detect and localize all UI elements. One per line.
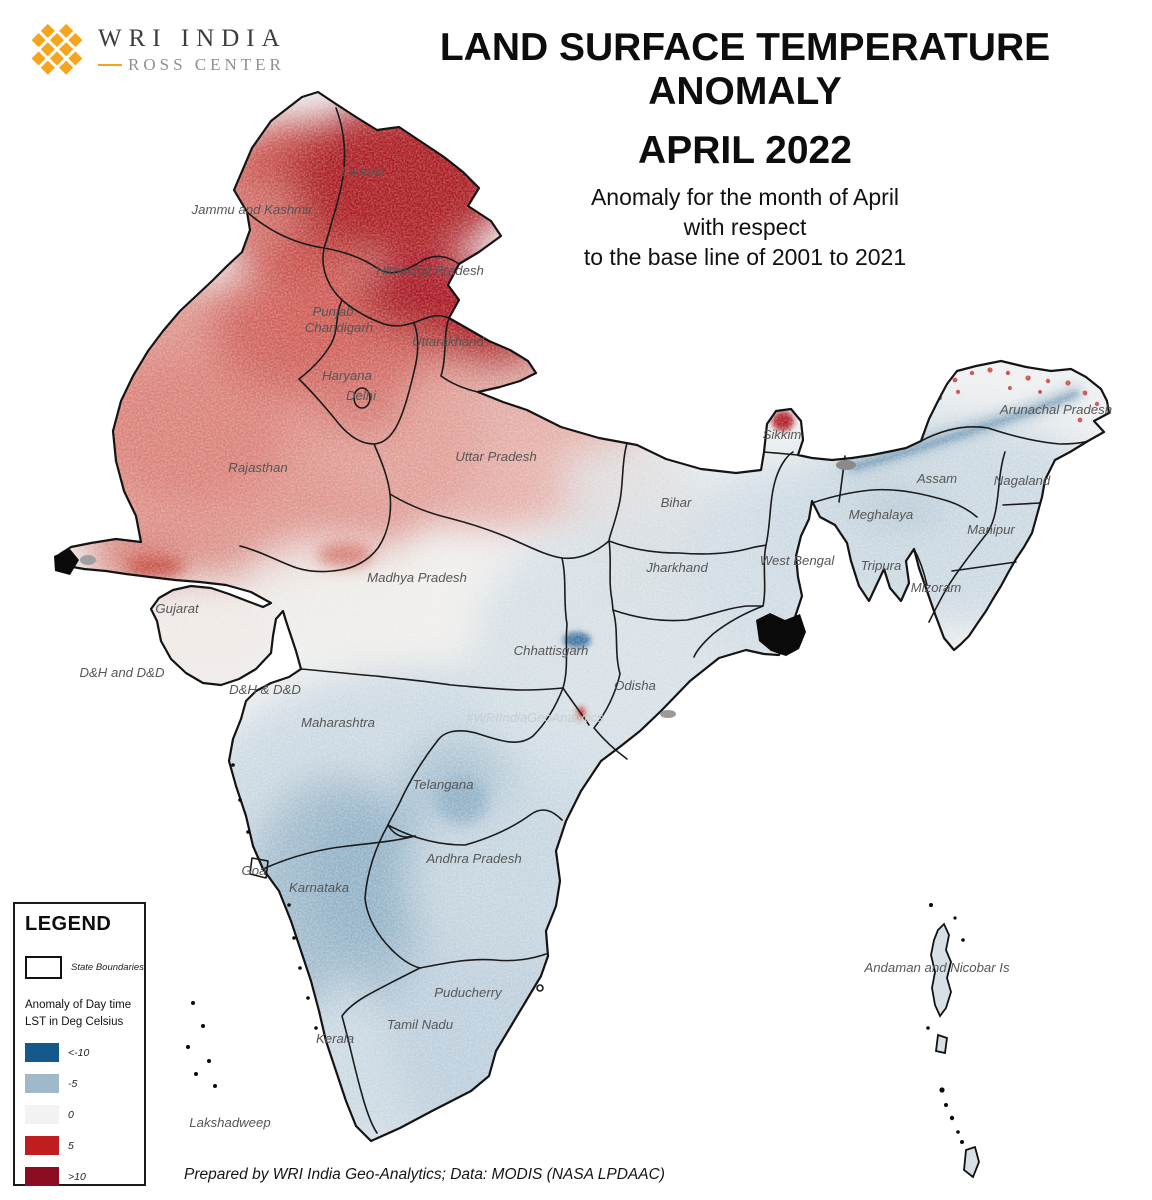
state-label: Nagaland [994, 473, 1051, 488]
page-title-line2: APRIL 2022 [638, 129, 852, 172]
legend-color-swatch [25, 1167, 59, 1186]
state-label: D&H and D&D [79, 665, 164, 680]
legend-class-label: <-10 [68, 1046, 90, 1059]
state-label: Tamil Nadu [387, 1017, 454, 1032]
state-label: Lakshadweep [189, 1115, 270, 1130]
title-block: LAND SURFACE TEMPERATURE ANOMALY APRIL 2… [340, 26, 1150, 272]
andaman-islands [930, 922, 980, 1179]
legend-class-label: -5 [68, 1077, 78, 1090]
legend-class-label: >10 [68, 1170, 86, 1183]
state-label: Bihar [661, 495, 692, 510]
legend-class-row: <-10 [25, 1043, 144, 1062]
state-label: Kerala [316, 1031, 354, 1046]
state-label: Jammu and Kashmir [191, 202, 314, 217]
state-label: Gujarat [155, 601, 200, 616]
state-label: Chandigarh [305, 320, 373, 335]
credit-line: Prepared by WRI India Geo-Analytics; Dat… [184, 1166, 665, 1183]
state-label: Himachal Pradesh [376, 263, 484, 278]
legend-class-row: >10 [25, 1167, 144, 1186]
subtitle: Anomaly for the month of April with resp… [340, 182, 1150, 272]
logo-dash [98, 64, 122, 67]
wri-weave-icon [31, 23, 83, 75]
state-label: Odisha [614, 678, 656, 693]
state-label: Haryana [322, 368, 372, 383]
state-label: Jharkhand [645, 560, 708, 575]
state-label: Delhi [346, 388, 377, 403]
state-label: West Bengal [760, 553, 836, 568]
legend-scale-label: Anomaly of Day time LST in Deg Celsius [25, 997, 144, 1031]
state-boundary-label: State Boundaries [71, 962, 144, 973]
legend-class-row: 5 [25, 1136, 144, 1155]
legend-state-boundaries-row: State Boundaries [25, 956, 144, 979]
state-label: Meghalaya [849, 507, 914, 522]
state-boundary-swatch [25, 956, 62, 979]
state-label: Uttar Pradesh [455, 449, 536, 464]
subtitle-line1: Anomaly for the month of April [590, 184, 900, 210]
legend-color-swatch [25, 1105, 59, 1124]
legend-classes: <-10 -5 0 5 >10 [25, 1043, 144, 1186]
map-features [54, 460, 980, 1179]
state-label: Rajasthan [228, 460, 287, 475]
state-label: Maharashtra [301, 715, 375, 730]
state-label: Ladakh [341, 164, 384, 179]
subtitle-line3: to the base line of 2001 to 2021 [583, 244, 907, 270]
logo-sub-name: ROSS CENTER [128, 55, 285, 75]
legend-scale-label-line2: LST in Deg Celsius [25, 1016, 124, 1028]
geoanalytics-watermark: #WRIIndiaGeoAnalytics [466, 710, 604, 725]
state-label: Madhya Pradesh [367, 570, 467, 585]
legend-class-label: 5 [68, 1139, 74, 1152]
state-label: Tripura [861, 558, 902, 573]
subtitle-line2: with respect [683, 214, 807, 240]
state-label: Arunachal Pradesh [999, 402, 1112, 417]
state-label: Assam [916, 471, 957, 486]
state-label: Andhra Pradesh [425, 851, 521, 866]
state-label: Mizoram [911, 580, 962, 595]
state-labels: Ladakh Jammu and Kashmir Himachal Pradesh P… [79, 164, 1112, 1130]
state-label: Karnataka [289, 880, 349, 895]
legend-color-swatch [25, 1043, 59, 1062]
logo-org-name: WRI INDIA [98, 24, 287, 52]
legend-color-swatch [25, 1074, 59, 1093]
state-label: Puducherry [434, 985, 503, 1000]
state-label: Goa [242, 863, 267, 878]
state-label: Andaman and Nicobar Is [863, 960, 1010, 975]
state-label: Telangana [412, 777, 473, 792]
wri-logo: WRI INDIA ROSS CENTER [28, 20, 287, 80]
page-title-line1: LAND SURFACE TEMPERATURE ANOMALY [439, 26, 1051, 113]
legend-scale-label-line1: Anomaly of Day time [25, 999, 132, 1011]
legend-panel: LEGEND State Boundaries Anomaly of Day t… [13, 902, 146, 1186]
state-label: Manipur [967, 522, 1015, 537]
legend-title: LEGEND [25, 913, 112, 935]
state-label: Chhattisgarh [514, 643, 589, 658]
state-label: Sikkim [763, 427, 802, 442]
state-label: D&H & D&D [229, 682, 301, 697]
legend-color-swatch [25, 1136, 59, 1155]
state-label: Punjab [312, 304, 353, 319]
legend-class-row: -5 [25, 1074, 144, 1093]
legend-class-row: 0 [25, 1105, 144, 1124]
state-label: Uttarakhand [412, 334, 485, 349]
state-boundaries [239, 107, 1089, 1134]
legend-class-label: 0 [68, 1108, 74, 1121]
